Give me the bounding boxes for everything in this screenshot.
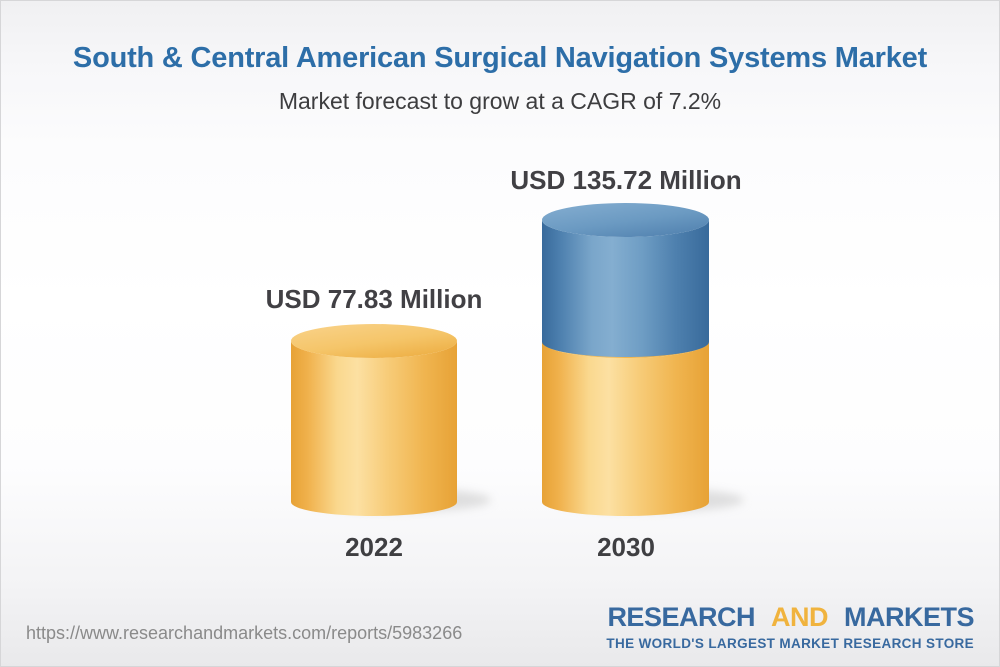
logo-tagline: THE WORLD'S LARGEST MARKET RESEARCH STOR… bbox=[606, 636, 974, 651]
bar-2022-cylinder bbox=[291, 324, 457, 516]
bar-2030-cylinder bbox=[542, 203, 709, 517]
research-and-markets-logo: RESEARCH AND MARKETS THE WORLD'S LARGEST… bbox=[606, 602, 974, 651]
bar-2030-growth-segment bbox=[542, 203, 709, 357]
bar-2022-value-label: USD 77.83 Million bbox=[265, 284, 483, 314]
chart-subtitle: Market forecast to grow at a CAGR of 7.2… bbox=[278, 88, 722, 114]
chart-title: South & Central American Surgical Naviga… bbox=[72, 42, 928, 74]
bar-2030-value-label: USD 135.72 Million bbox=[510, 165, 742, 195]
report-url: https://www.researchandmarkets.com/repor… bbox=[26, 623, 463, 643]
logo-word-markets: MARKETS bbox=[844, 602, 975, 632]
logo-word-and: AND bbox=[770, 602, 829, 632]
logo-word-research: RESEARCH bbox=[607, 602, 755, 632]
bar-2030-axis-label: 2030 bbox=[597, 532, 655, 562]
logo-wordmark: RESEARCH AND MARKETS bbox=[606, 602, 974, 633]
bar-2022-axis-label: 2022 bbox=[345, 532, 403, 562]
